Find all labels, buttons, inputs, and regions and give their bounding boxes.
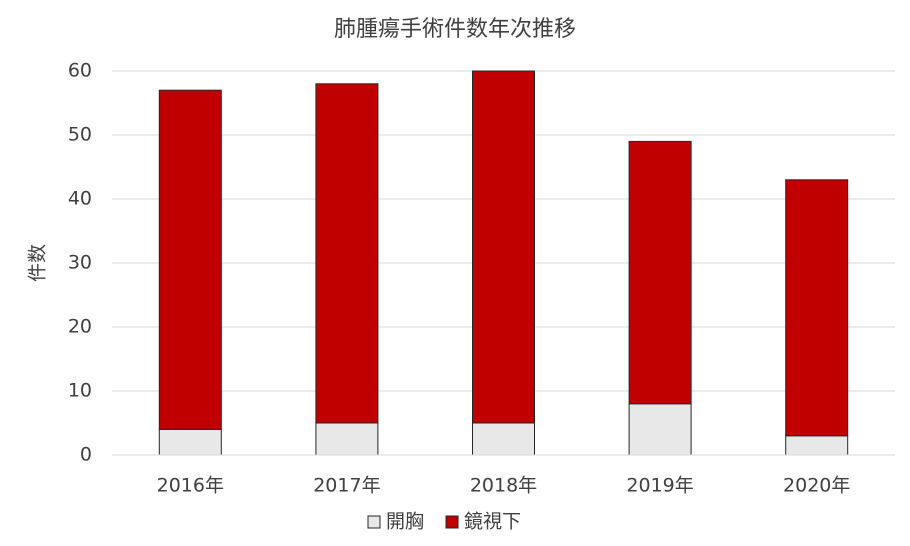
y-tick-label: 40 [68, 188, 92, 210]
y-tick-label: 0 [80, 444, 92, 466]
bar-segment [785, 179, 849, 437]
x-tick-label: 2017年 [313, 475, 380, 497]
y-axis-label: 件数 [27, 244, 49, 282]
y-tick-label: 50 [68, 124, 92, 146]
x-tick-label: 2018年 [470, 475, 537, 497]
x-tick-label: 2020年 [783, 475, 850, 497]
legend-label: 開胸 [386, 511, 424, 533]
bar-segment [472, 422, 535, 456]
bar-segment [472, 70, 535, 424]
bar-segment [315, 422, 379, 456]
legend-swatch [445, 515, 459, 529]
bar-segment [628, 403, 692, 456]
x-tick-label: 2016年 [157, 475, 224, 497]
y-tick-label: 60 [68, 60, 92, 82]
legend-label: 鏡視下 [464, 511, 521, 533]
bar-segment [628, 140, 692, 405]
bar-segment [785, 435, 849, 456]
chart-title: 肺腫瘍手術件数年次推移 [334, 17, 576, 42]
bar-segment [158, 428, 222, 456]
y-tick-label: 30 [68, 252, 92, 274]
x-tick-label: 2019年 [626, 475, 693, 497]
legend-swatch [367, 515, 381, 529]
bar-segment [315, 83, 379, 424]
y-tick-label: 10 [68, 380, 92, 402]
bar-segment [158, 89, 222, 430]
y-tick-label: 20 [68, 316, 92, 338]
